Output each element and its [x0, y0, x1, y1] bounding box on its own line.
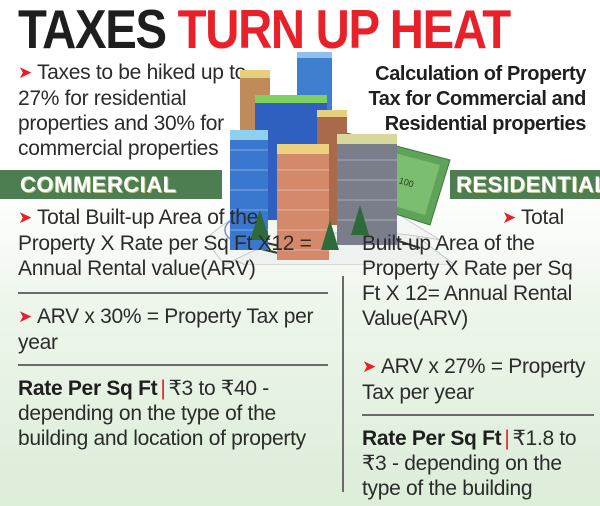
spacer	[362, 331, 594, 354]
intro-note: ➤ Taxes to be hiked up to 27% for residen…	[18, 60, 248, 161]
commercial-rate: Rate Per Sq Ft | ₹3 to ₹40 - depending on …	[18, 376, 328, 451]
residential-rate: Rate Per Sq Ft | ₹1.8 to ₹3 - depending on…	[362, 426, 594, 501]
divider	[18, 292, 328, 294]
building-salmon	[277, 144, 329, 260]
residential-header: RESIDENTIAL	[450, 170, 600, 199]
intro-text: Taxes to be hiked up to 27% for resident…	[18, 61, 247, 160]
column-divider	[342, 276, 344, 492]
divider	[362, 414, 594, 416]
building-gray	[337, 134, 397, 245]
commercial-section: ➤ Total Built-up Area of the Property X R…	[18, 205, 328, 451]
divider	[18, 364, 328, 366]
commercial-formula-arv: ➤ Total Built-up Area of the Property X R…	[18, 206, 312, 280]
rate-label: Rate Per Sq Ft	[18, 377, 158, 400]
residential-section: ➤ Total Built-up Area of the Property X R…	[362, 205, 594, 501]
rate-value: ₹1.8 to ₹3 - depending on the type of th…	[362, 427, 577, 500]
buildings-illustration: Rs. 100	[205, 52, 456, 265]
red-arrow-icon: ➤	[18, 307, 32, 326]
commercial-header: COMMERCIAL	[0, 170, 222, 199]
residential-formula-tax: ➤ ARV x 27% = Property Tax per year	[362, 355, 586, 404]
red-arrow-icon: ➤	[502, 208, 516, 227]
rate-separator: |	[504, 427, 510, 450]
red-arrow-icon: ➤	[362, 357, 376, 376]
rate-separator: |	[160, 377, 166, 400]
red-arrow-icon: ➤	[18, 208, 32, 227]
calculation-title: Calculation of Property Tax for Commerci…	[368, 63, 586, 135]
commercial-formula-tax: ➤ ARV x 30% = Property Tax per year	[18, 305, 314, 354]
headline-part-1: TAXES	[18, 0, 167, 60]
rate-label: Rate Per Sq Ft	[362, 427, 502, 450]
headline: TAXES TURN UP HEAT	[18, 0, 512, 60]
rate-value: ₹3 to ₹40 - depending on the type of the…	[18, 377, 306, 450]
headline-part-2: TURN UP HEAT	[177, 0, 512, 60]
red-arrow-icon: ➤	[18, 63, 32, 82]
residential-formula-arv: ➤ Total Built-up Area of the Property X R…	[362, 206, 573, 330]
tree-icon	[250, 205, 369, 250]
